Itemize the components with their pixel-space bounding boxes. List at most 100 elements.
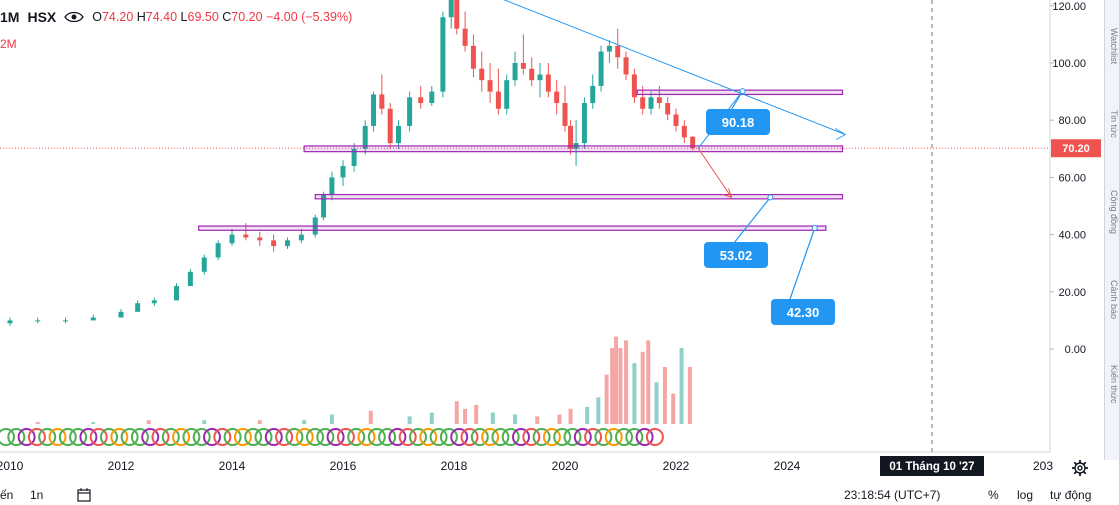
log-toggle[interactable]: log (1017, 488, 1034, 502)
candle-body (470, 45, 476, 69)
clock-time[interactable]: 23:18:54 (UTC+7) (844, 488, 941, 502)
indicator-marker (378, 428, 397, 446)
support-zone (198, 225, 827, 231)
indicator-marker (594, 428, 613, 446)
indicator-marker (347, 428, 366, 446)
volume-bar (202, 420, 207, 424)
volume-bar (618, 348, 623, 424)
interval-label[interactable]: 1M (0, 9, 20, 25)
auto-toggle[interactable]: tự động (1050, 488, 1092, 502)
volume-bar (632, 363, 637, 424)
candle-body (151, 300, 157, 304)
range-button-a[interactable]: ến (0, 488, 14, 502)
annotation-label: 53.02 (720, 248, 753, 263)
candle-body (429, 91, 435, 104)
time-tick-label: 2018 (441, 459, 468, 473)
candle-body (63, 320, 68, 322)
tab-community[interactable]: Cộng đồng (1109, 190, 1119, 235)
volume-bar (35, 422, 40, 424)
indicator-marker (213, 428, 232, 446)
indicator-marker (0, 428, 15, 446)
tab-knowledge[interactable]: Kiến thức (1109, 365, 1119, 404)
time-axis[interactable]: 2010201220142016201820202022202420262030… (0, 456, 1053, 476)
candle-body (665, 103, 671, 115)
candle-body (568, 125, 574, 149)
candle-body (418, 97, 424, 104)
tab-news[interactable]: Tin tức (1109, 110, 1119, 138)
candle-body (135, 303, 141, 312)
annotation-label: 90.18 (722, 115, 755, 130)
volume-bar (624, 340, 629, 424)
indicator-marker (69, 428, 88, 446)
support-zone (314, 193, 844, 200)
indicator-marker (584, 428, 603, 446)
volume-bar (557, 414, 562, 424)
indicator-marker (79, 428, 98, 446)
candle-body (504, 80, 510, 109)
ohlc-values: O74.20 H74.40 L69.50 C70.20 −4.00 (−5.39… (92, 10, 353, 24)
indicator-marker (522, 428, 541, 446)
indicator-marker (604, 428, 623, 446)
candle-body (90, 317, 96, 321)
volume-bar (490, 412, 495, 424)
time-tick-label: 2010 (0, 459, 24, 473)
indicator-marker (542, 428, 561, 446)
percent-toggle[interactable]: % (988, 488, 999, 502)
annotation-box (706, 109, 770, 135)
candle-body (118, 311, 124, 318)
indicator-marker (295, 428, 314, 446)
time-tick-label: 2020 (552, 459, 579, 473)
indicator-marker (130, 428, 149, 446)
indicator-marker (151, 428, 170, 446)
indicator-marker (470, 428, 489, 446)
indicator-marker (223, 428, 242, 446)
indicator-marker (141, 428, 160, 446)
indicator-marker (48, 428, 67, 446)
indicator-marker (254, 428, 273, 446)
candle-body (581, 103, 587, 144)
candle-body (448, 0, 454, 18)
calendar-icon[interactable] (77, 488, 91, 505)
price-tick-label: 60.00 (1058, 172, 1086, 184)
candles (7, 0, 696, 327)
exchange-label[interactable]: HSX (27, 9, 57, 25)
eye-icon[interactable] (64, 10, 85, 24)
time-tick-label: 2014 (219, 459, 246, 473)
candle-body (545, 74, 551, 92)
price-tick-label: 80.00 (1058, 115, 1086, 127)
indicator-marker (645, 428, 664, 446)
candle-body (271, 240, 277, 247)
price-axis[interactable]: 140.00120.00100.0080.0060.0040.0020.000.… (1050, 0, 1101, 356)
volume-bar (687, 367, 692, 424)
annotation-box (704, 242, 768, 268)
support-zone (303, 145, 844, 153)
indicator-marker (7, 428, 26, 446)
candle-body (648, 97, 654, 109)
candle-body (340, 165, 346, 178)
indicator-marker (635, 428, 654, 446)
volume-bar (513, 414, 518, 424)
price-tick-label: 0.00 (1065, 344, 1086, 356)
tab-alerts[interactable]: Cảnh báo (1109, 280, 1119, 320)
volume-bar (407, 416, 412, 424)
candle-body (371, 94, 377, 126)
crosshair-date-tag (880, 456, 984, 476)
indicator-marker (419, 428, 438, 446)
indicator-marker (192, 428, 211, 446)
range-button-b[interactable]: 1n (30, 488, 44, 502)
candle-body (631, 74, 637, 98)
volume-bar (454, 401, 459, 424)
candle-body (590, 85, 596, 104)
volume-bar (463, 408, 468, 424)
candle-body (407, 97, 413, 126)
price-tick-label: 120.00 (1052, 1, 1086, 13)
candle-body (562, 103, 568, 126)
volume-bar (646, 340, 651, 424)
price-tick-label: 100.00 (1052, 58, 1086, 70)
volume-bar (368, 410, 373, 424)
indicator-marker (120, 428, 139, 446)
candle-body (454, 0, 460, 29)
tab-watchlist[interactable]: Watchlist (1109, 28, 1119, 65)
gear-icon[interactable] (1071, 459, 1089, 477)
